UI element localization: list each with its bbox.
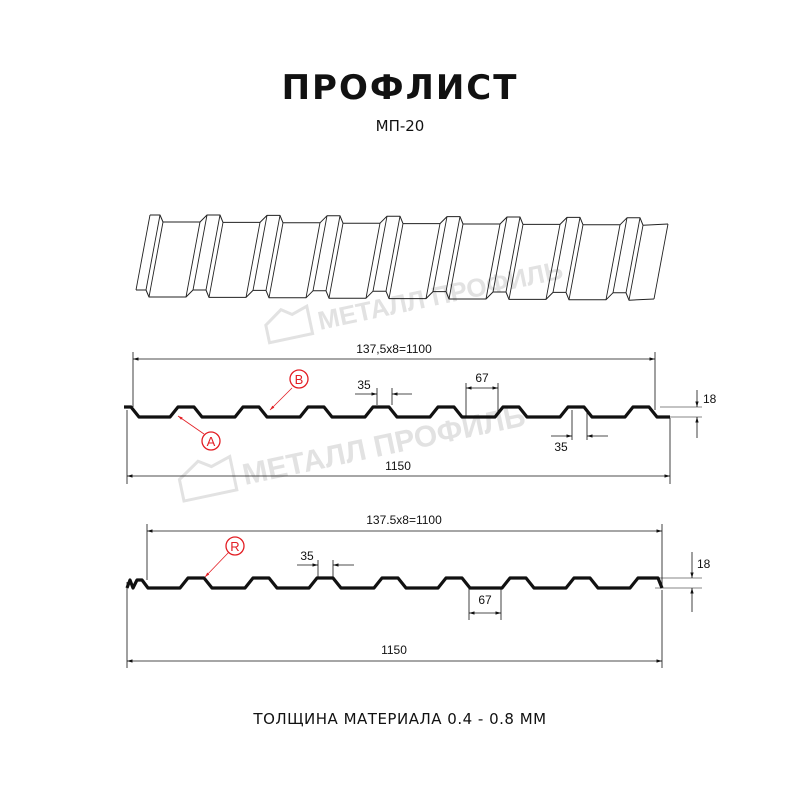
watermark-2: МЕТАЛЛ ПРОФИЛЬ — [177, 400, 529, 503]
profile-b: 137.5x8=1100 1150 35 67 18 R — [125, 513, 711, 668]
sheet-rib-line — [148, 221, 164, 298]
sheet-rib-line — [365, 223, 381, 299]
sheet-rib-line — [265, 215, 281, 291]
sheet-rib-line — [432, 216, 448, 292]
sheet-rib-line — [185, 221, 201, 298]
sheet-rib-line — [568, 224, 584, 300]
marker-a — [201, 431, 221, 451]
rib-width-label: 67 — [475, 371, 489, 385]
sheet-bottom-edge — [136, 289, 655, 301]
sheet-rib-line — [653, 223, 669, 300]
sheet-rib-line — [312, 215, 328, 291]
material-thickness: ТОЛЩИНА МАТЕРИАЛА 0.4 - 0.8 ММ — [253, 710, 547, 728]
page-title: ПРОФЛИСТ — [281, 68, 519, 108]
marker-b — [289, 369, 309, 389]
sheet-rib-line — [268, 222, 284, 298]
marker-r-label: R — [230, 539, 239, 554]
sheet-rib-line — [252, 215, 268, 291]
sheet-rib-line — [135, 214, 151, 291]
sheet-rib-line — [372, 216, 388, 292]
profile-b-line — [125, 576, 664, 590]
pitch-label: 137.5x8=1100 — [366, 513, 442, 527]
profile-b-shape — [125, 576, 664, 590]
top-width-label: 35 — [300, 549, 314, 563]
sheet-rib-line — [605, 224, 621, 300]
model-subtitle: МП-20 — [375, 117, 425, 135]
sheet-top-edge — [150, 214, 669, 226]
sheet-rib-line — [425, 223, 441, 299]
bottom-width-label: 35 — [554, 440, 568, 454]
sheet-rib-line — [328, 223, 344, 299]
rib-width-label: 67 — [478, 593, 492, 607]
sheet-rib-line — [552, 217, 568, 293]
sheet-rib-line — [245, 222, 261, 298]
sheet-rib-line — [612, 217, 628, 293]
sheet-3d-view — [135, 214, 669, 301]
width-label: 1150 — [381, 643, 407, 657]
height-label: 18 — [703, 392, 717, 406]
watermark-text: МЕТАЛЛ ПРОФИЛЬ — [315, 255, 566, 336]
height-label: 18 — [697, 557, 711, 571]
sheet-rib-line — [305, 222, 321, 298]
sheet-rib-line — [145, 214, 161, 291]
top-width-label: 35 — [357, 378, 371, 392]
profile-a: 137,5x8=1100 1150 35 67 35 18 B A — [124, 342, 717, 484]
sheet-rib-line — [192, 214, 208, 291]
marker-r — [225, 536, 245, 556]
sheet-rib-line — [388, 223, 404, 299]
sheet-rib-line — [445, 216, 461, 292]
sheet-rib-line — [208, 222, 224, 298]
sheet-rib-line — [565, 217, 581, 293]
sheet-rib-line — [448, 223, 464, 300]
sheet-rib-line — [545, 224, 561, 300]
sheet-rib-line — [485, 223, 501, 300]
profile-a-shape — [124, 405, 670, 419]
sheet-rib-line — [325, 215, 341, 291]
sheet-rib-line — [385, 216, 401, 292]
marker-a-label: A — [207, 434, 216, 449]
profile-a-line — [124, 405, 670, 419]
sheet-rib-line — [628, 225, 644, 301]
width-label: 1150 — [385, 459, 411, 473]
sheet-rib-line — [492, 216, 508, 293]
sheet-rib-line — [205, 214, 221, 291]
sheet-rib-line — [625, 217, 641, 293]
sheet-rib-line — [508, 224, 524, 300]
marker-b-label: B — [295, 372, 304, 387]
pitch-label: 137,5x8=1100 — [356, 342, 432, 356]
watermark-text: МЕТАЛЛ ПРОФИЛЬ — [240, 400, 529, 492]
sheet-rib-line — [505, 216, 521, 293]
